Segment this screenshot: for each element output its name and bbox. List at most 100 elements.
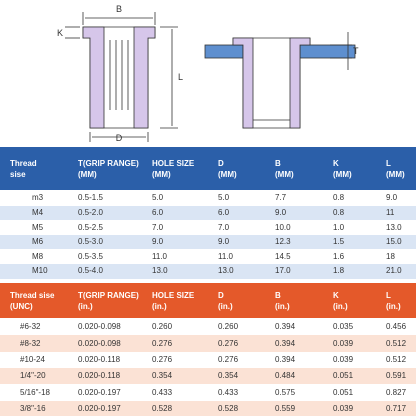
header-cell: L bbox=[386, 290, 391, 300]
table-cell: 18 bbox=[386, 251, 395, 261]
table-cell: 14.5 bbox=[275, 251, 291, 261]
left-drawing bbox=[65, 12, 178, 142]
table-cell: 0.827 bbox=[386, 387, 407, 397]
table-cell: #8-32 bbox=[20, 338, 41, 348]
table-cell: 9.0 bbox=[218, 237, 230, 247]
header-cell: (MM) bbox=[275, 169, 294, 179]
table-cell: 10.0 bbox=[275, 222, 291, 232]
table-cell: 1.8 bbox=[333, 266, 345, 276]
label-l: L bbox=[178, 72, 183, 82]
table-row-band bbox=[0, 234, 416, 250]
table-cell: 0.5-3.0 bbox=[78, 237, 103, 247]
diagrams: B K L D T bbox=[57, 4, 359, 142]
table-cell: 13.0 bbox=[386, 222, 402, 232]
table-cell: 1/4"-20 bbox=[20, 371, 46, 381]
table-cell: 13.0 bbox=[218, 266, 234, 276]
table-cell: 12.3 bbox=[275, 237, 291, 247]
table-cell: 15.0 bbox=[386, 237, 402, 247]
table-cell: 0.8 bbox=[333, 193, 345, 203]
table-cell: 0.394 bbox=[275, 338, 296, 348]
header-cell: sise bbox=[10, 169, 26, 179]
table-cell: 0.260 bbox=[152, 322, 173, 332]
table-cell: 0.039 bbox=[333, 354, 354, 364]
header-cell: T(GRIP RANGE) bbox=[78, 158, 139, 168]
table-cell: 0.020-0.118 bbox=[78, 371, 121, 381]
table-cell: 0.528 bbox=[152, 403, 173, 413]
table-cell: 0.591 bbox=[386, 371, 407, 381]
table-cell: 0.276 bbox=[218, 338, 239, 348]
header-cell: K bbox=[333, 158, 339, 168]
table-row-band bbox=[0, 205, 416, 221]
table-row-band bbox=[0, 319, 416, 336]
table-cell: 0.5-1.5 bbox=[78, 193, 103, 203]
header-cell: L bbox=[386, 158, 391, 168]
table-cell: 0.039 bbox=[333, 338, 354, 348]
header-cell: Thread sise bbox=[10, 290, 55, 300]
table-cell: M5 bbox=[32, 222, 44, 232]
header-cell: B bbox=[275, 290, 281, 300]
table-cell: 0.020-0.118 bbox=[78, 354, 121, 364]
table-cell: #10-24 bbox=[20, 354, 45, 364]
table-cell: 0.433 bbox=[218, 387, 239, 397]
table-row-band bbox=[0, 264, 416, 279]
table-cell: 0.020-0.197 bbox=[78, 387, 121, 397]
table-cell: 5.0 bbox=[152, 193, 164, 203]
header-cell: (in.) bbox=[386, 301, 401, 311]
table-cell: 0.717 bbox=[386, 403, 407, 413]
table-cell: M8 bbox=[32, 251, 44, 261]
table-cell: 3/8"-16 bbox=[20, 403, 46, 413]
table-cell: 9.0 bbox=[275, 207, 287, 217]
table-cell: 5.0 bbox=[218, 193, 230, 203]
table-cell: 6.0 bbox=[218, 207, 230, 217]
table-cell: 7.0 bbox=[218, 222, 230, 232]
table-cell: 5/16"-18 bbox=[20, 387, 50, 397]
header-cell: T(GRIP RANGE) bbox=[78, 290, 139, 300]
label-b: B bbox=[116, 4, 122, 14]
header-cell: D bbox=[218, 158, 224, 168]
table-cell: M4 bbox=[32, 207, 44, 217]
table-cell: 0.039 bbox=[333, 403, 354, 413]
table-cell: 1.6 bbox=[333, 251, 345, 261]
table-cell: 0.020-0.197 bbox=[78, 403, 121, 413]
table-cell: 0.276 bbox=[152, 338, 173, 348]
table-cell: 0.020-0.098 bbox=[78, 338, 121, 348]
header-cell: D bbox=[218, 290, 224, 300]
table-cell: M10 bbox=[32, 266, 48, 276]
table-cell: 0.5-2.0 bbox=[78, 207, 103, 217]
table-cell: 0.512 bbox=[386, 338, 407, 348]
header-cell: (in.) bbox=[275, 301, 290, 311]
header-cell: K bbox=[333, 290, 339, 300]
table-cell: 0.433 bbox=[152, 387, 173, 397]
table-cell: 0.051 bbox=[333, 387, 354, 397]
table-cell: M6 bbox=[32, 237, 44, 247]
table-cell: 0.394 bbox=[275, 354, 296, 364]
header-cell: HOLE SIZE bbox=[152, 290, 195, 300]
table-row-band bbox=[0, 400, 416, 416]
table-cell: 7.7 bbox=[275, 193, 287, 203]
table-cell: 0.5-2.5 bbox=[78, 222, 103, 232]
header-cell: (in.) bbox=[78, 301, 93, 311]
table-header-band bbox=[0, 283, 416, 318]
header-cell: (in.) bbox=[333, 301, 348, 311]
table-cell: 0.528 bbox=[218, 403, 239, 413]
table-row-band bbox=[0, 368, 416, 385]
table-cell: 0.035 bbox=[333, 322, 354, 332]
table-cell: #6-32 bbox=[20, 322, 41, 332]
header-cell: (in.) bbox=[152, 301, 167, 311]
table-cell: 0.484 bbox=[275, 371, 296, 381]
header-cell: (MM) bbox=[333, 169, 352, 179]
header-cell: (MM) bbox=[152, 169, 171, 179]
label-k: K bbox=[57, 28, 63, 38]
label-t: T bbox=[353, 46, 359, 56]
table-cell: 0.354 bbox=[218, 371, 239, 381]
table-cell: 0.051 bbox=[333, 371, 354, 381]
table-cell: 11.0 bbox=[152, 251, 167, 261]
table-cell: 9.0 bbox=[152, 237, 164, 247]
table-cell: 0.456 bbox=[386, 322, 407, 332]
table-row-band bbox=[0, 351, 416, 368]
header-cell: (MM) bbox=[78, 169, 97, 179]
table-cell: 21.0 bbox=[386, 266, 402, 276]
table-cell: 11.0 bbox=[218, 251, 233, 261]
header-cell: (MM) bbox=[386, 169, 405, 179]
